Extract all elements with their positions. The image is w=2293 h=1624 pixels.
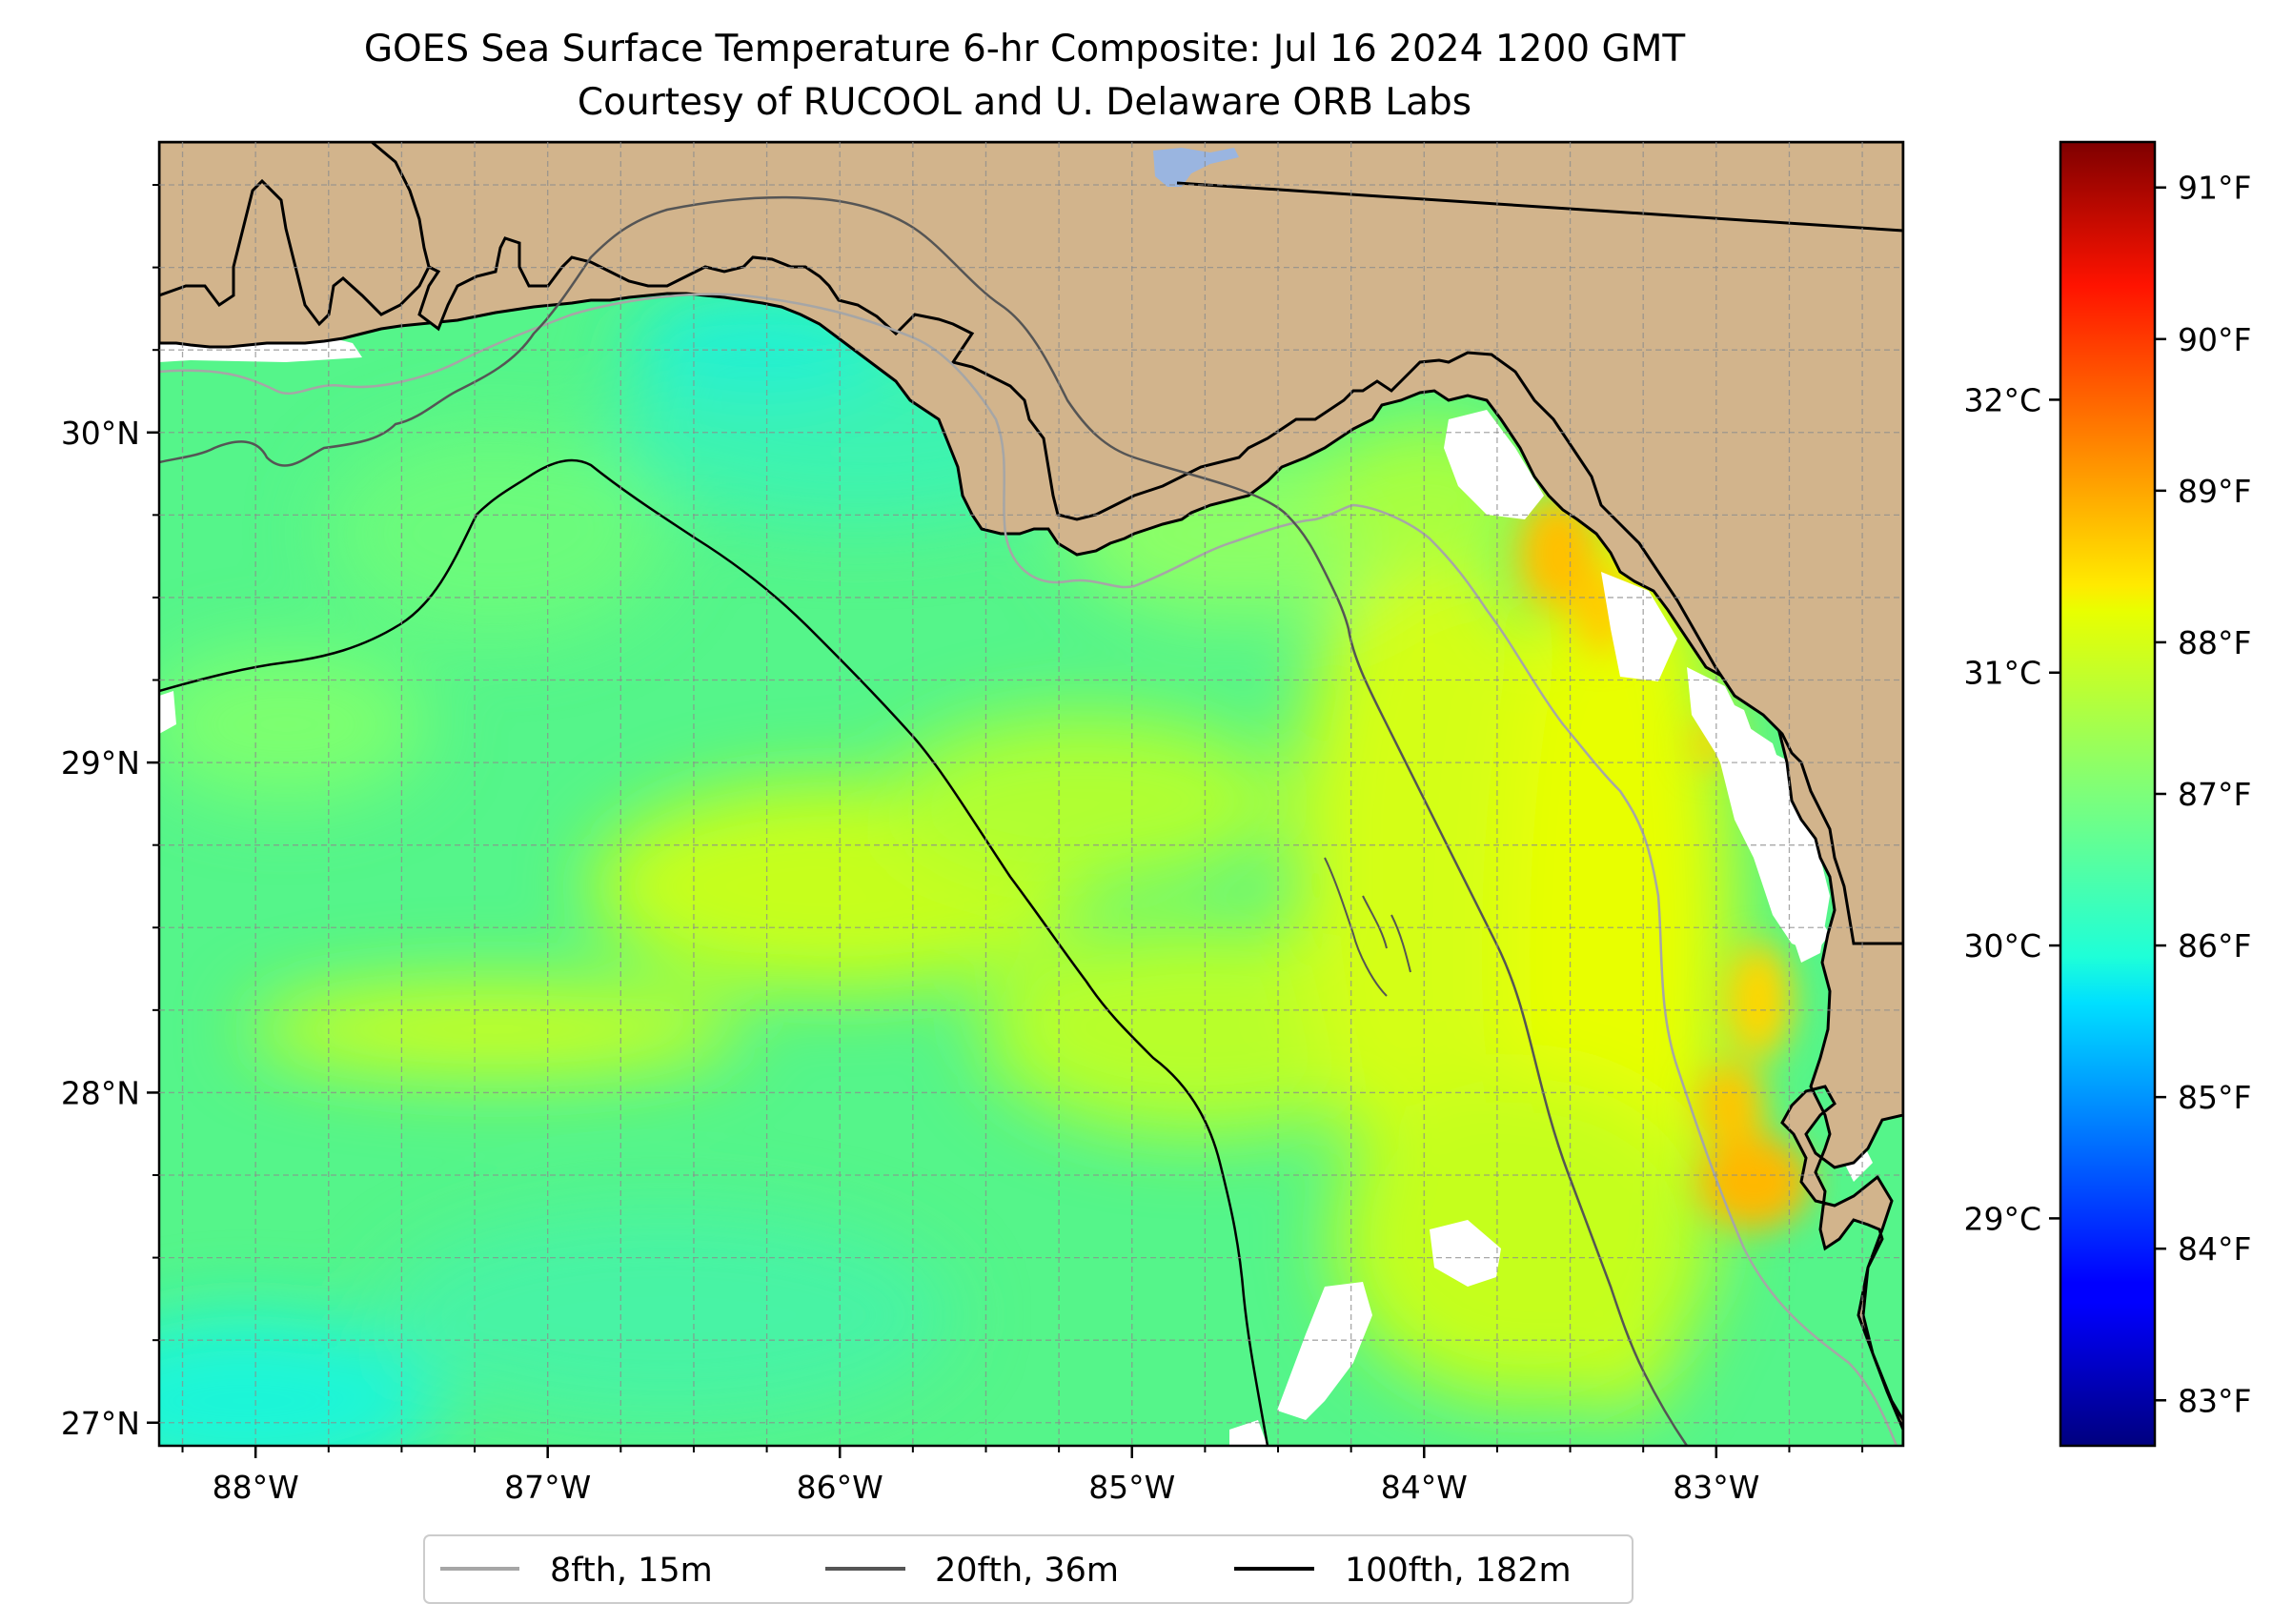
middle-grounds-contours — [1324, 857, 1411, 997]
lon-tick-label: 87°W — [504, 1469, 591, 1506]
map-frame — [157, 140, 1905, 1448]
lat-tick-label: 28°N — [61, 1074, 140, 1111]
colorbar-f-label: 90°F — [2178, 321, 2251, 358]
lat-tick-label: 29°N — [61, 744, 140, 782]
colorbar-c-label: 31°C — [1963, 655, 2041, 692]
colorbar-f-label: 83°F — [2178, 1382, 2251, 1419]
colorbar-c-label: 32°C — [1963, 381, 2041, 418]
lon-tick-label: 84°W — [1381, 1469, 1468, 1506]
colorbar-f-label: 85°F — [2178, 1079, 2251, 1116]
lon-tick-label: 88°W — [213, 1469, 299, 1506]
lon-ticks: 88°W 87°W 86°W 85°W 84°W 83°W — [181, 1446, 1864, 1506]
colorbar-celsius-ticks: 29°C 30°C 31°C 32°C — [1963, 381, 2060, 1237]
colorbar-c-label: 30°C — [1963, 927, 2041, 964]
legend: 8fth, 15m 20fth, 36m 100fth, 182m — [423, 1534, 1634, 1604]
legend-label-8fth: 8fth, 15m — [550, 1552, 713, 1590]
contour-20fth — [159, 195, 1689, 1446]
title-line-1: GOES Sea Surface Temperature 6-hr Compos… — [364, 28, 1686, 71]
colorbar-fahrenheit-ticks: 83°F 84°F 85°F 86°F 87°F 88°F 89°F 90°F 91°F — [2155, 170, 2251, 1419]
colorbar-f-label: 84°F — [2178, 1230, 2251, 1268]
lon-tick-label: 83°W — [1673, 1469, 1759, 1506]
gridlines — [159, 142, 1903, 1446]
colorbar-c-label: 29°C — [1963, 1200, 2041, 1237]
state-boundary — [1176, 181, 1903, 233]
colorbar-f-label: 87°F — [2178, 776, 2251, 813]
al-fl-border — [371, 142, 431, 268]
legend-label-20fth: 20fth, 36m — [935, 1552, 1119, 1590]
colorbar-f-label: 86°F — [2178, 927, 2251, 964]
legend-box — [423, 1534, 1634, 1604]
lat-tick-label: 30°N — [61, 415, 140, 452]
colorbar-f-label: 89°F — [2178, 473, 2251, 510]
lat-ticks: 27°N 28°N 29°N 30°N — [61, 184, 159, 1442]
colorbar-f-label: 88°F — [2178, 624, 2251, 661]
contour-100fth — [159, 458, 1269, 1446]
colorbar — [2059, 140, 2157, 1448]
lat-tick-label: 27°N — [61, 1405, 140, 1442]
colorbar-f-label: 91°F — [2178, 170, 2251, 207]
map-panel — [159, 142, 1903, 1446]
lake-seminole — [1153, 148, 1239, 187]
lon-tick-label: 85°W — [1088, 1469, 1175, 1506]
title-line-2: Courtesy of RUCOOL and U. Delaware ORB L… — [578, 81, 1471, 124]
legend-label-100fth: 100fth, 182m — [1345, 1552, 1572, 1590]
lon-tick-label: 86°W — [797, 1469, 883, 1506]
